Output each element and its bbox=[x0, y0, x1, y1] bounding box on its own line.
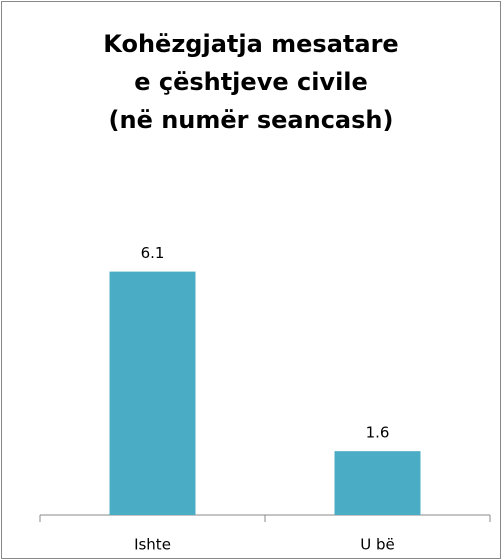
chart-title: Kohëzgjatja mesatare bbox=[103, 30, 398, 58]
bar bbox=[334, 451, 421, 515]
data-label: 1.6 bbox=[366, 424, 390, 442]
x-tick-label: U bë bbox=[360, 536, 395, 554]
chart-title: e çështjeve civile bbox=[134, 68, 368, 96]
bar bbox=[109, 271, 196, 515]
data-label: 6.1 bbox=[141, 244, 165, 262]
chart-title: (në numër seancash) bbox=[109, 106, 394, 134]
x-tick-label: Ishte bbox=[134, 536, 171, 554]
